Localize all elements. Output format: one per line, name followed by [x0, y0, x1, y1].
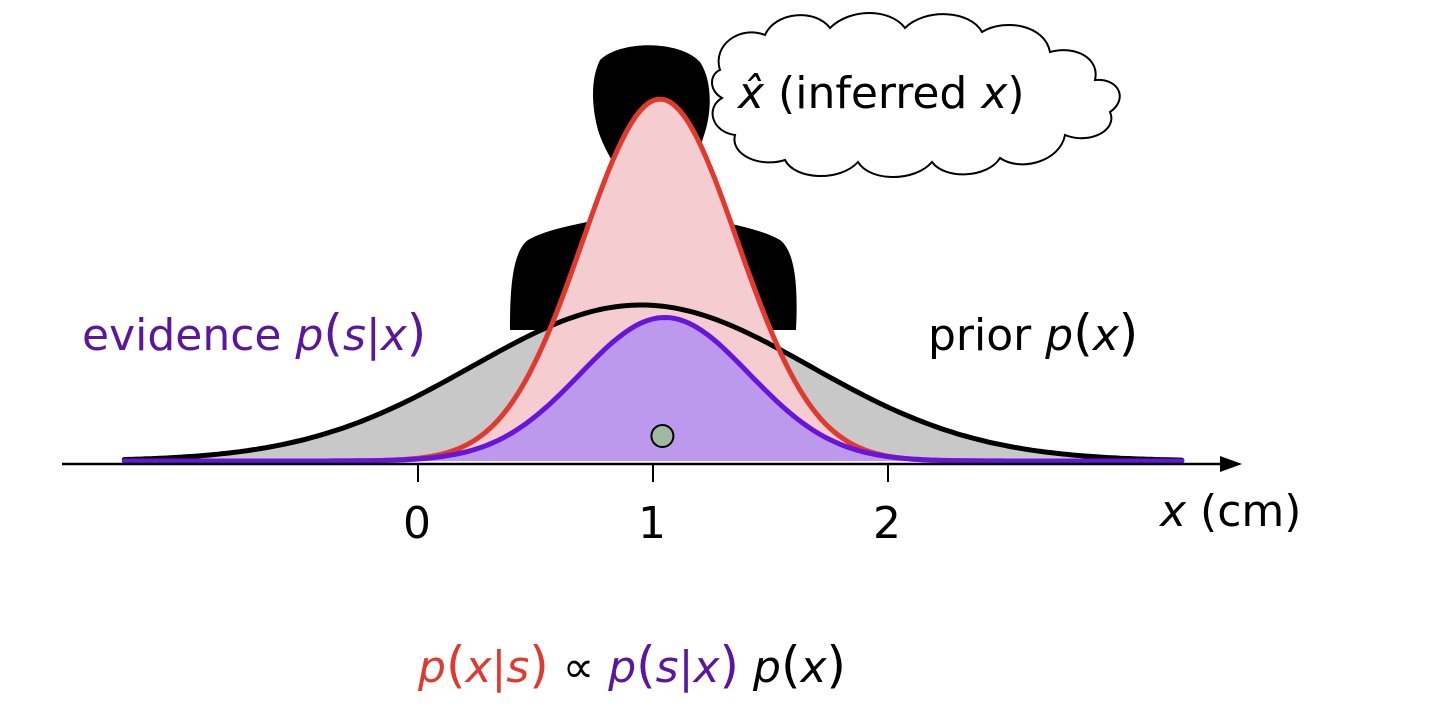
- posterior-p: p: [418, 642, 446, 693]
- prior-p: p: [1045, 310, 1074, 361]
- prior-expr-x: x: [800, 642, 827, 693]
- x-tick-label-2: 2: [873, 498, 901, 549]
- inferred-close-paren: ): [1007, 68, 1025, 119]
- posterior-expr: p(x|s): [418, 636, 549, 694]
- propto-symbol: ∝: [562, 642, 595, 693]
- likelihood-bar: |: [678, 642, 694, 693]
- x-axis-arrow-icon: [1220, 456, 1242, 472]
- prior-expr: p(x): [753, 636, 847, 694]
- evidence-s: s: [342, 310, 366, 361]
- posterior-s: s: [506, 642, 530, 693]
- thought-bubble: [711, 12, 1121, 178]
- evidence-curve-fill: [124, 317, 1182, 461]
- evidence-p: p: [295, 310, 324, 361]
- curves-layer: [121, 96, 1185, 464]
- prior-curve-line: [121, 302, 1185, 463]
- thought-bubble-text: x̂ (inferred x): [738, 72, 1025, 116]
- posterior-x: x: [465, 642, 492, 693]
- prior-x: x: [1092, 310, 1119, 361]
- prior-expr-p: p: [753, 642, 781, 693]
- likelihood-x: x: [693, 642, 720, 693]
- x-axis: [62, 456, 1242, 482]
- bayes-formula: p(x|s) ∝ p(s|x) p(x): [418, 640, 846, 690]
- evidence-label: evidence p(s|x): [82, 304, 427, 362]
- x-tick-label-0: 0: [403, 498, 431, 549]
- evidence-word: evidence: [82, 310, 282, 361]
- prior-word: prior: [928, 310, 1032, 361]
- posterior-bar: |: [491, 642, 507, 693]
- x-tick-label-1: 1: [638, 498, 666, 549]
- evidence-x: x: [380, 310, 407, 361]
- x-axis-unit: (cm): [1200, 486, 1302, 537]
- x-hat-symbol: x̂: [738, 68, 765, 119]
- posterior-curve-fill: [124, 99, 1182, 461]
- likelihood-s: s: [655, 642, 679, 693]
- likelihood-p: p: [608, 642, 637, 693]
- evidence-bar: |: [365, 310, 381, 361]
- x-axis-variable: x: [1160, 486, 1187, 537]
- inferred-label: (inferred: [778, 68, 968, 119]
- x-axis-title: x (cm): [1160, 490, 1301, 534]
- likelihood-expr: p(s|x): [608, 636, 739, 694]
- observation-dot: [650, 424, 675, 448]
- prior-label: prior p(x): [928, 304, 1139, 362]
- inferred-x-symbol: x: [981, 68, 1008, 119]
- evidence-curve-line: [121, 315, 1185, 464]
